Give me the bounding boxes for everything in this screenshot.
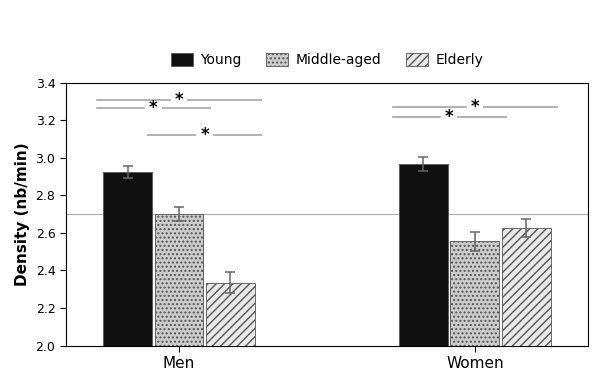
Bar: [502, 228, 551, 345]
Text: *: *: [200, 126, 209, 144]
Bar: [399, 164, 448, 345]
Text: *: *: [470, 98, 479, 116]
Bar: [154, 214, 203, 345]
Bar: [450, 241, 499, 345]
Text: *: *: [149, 99, 157, 117]
Text: *: *: [175, 91, 183, 110]
Text: *: *: [445, 108, 453, 126]
Bar: [206, 283, 255, 345]
Bar: [103, 172, 152, 345]
Legend: Young, Middle-aged, Elderly: Young, Middle-aged, Elderly: [165, 47, 488, 73]
Y-axis label: Density (nb/min): Density (nb/min): [15, 142, 30, 286]
